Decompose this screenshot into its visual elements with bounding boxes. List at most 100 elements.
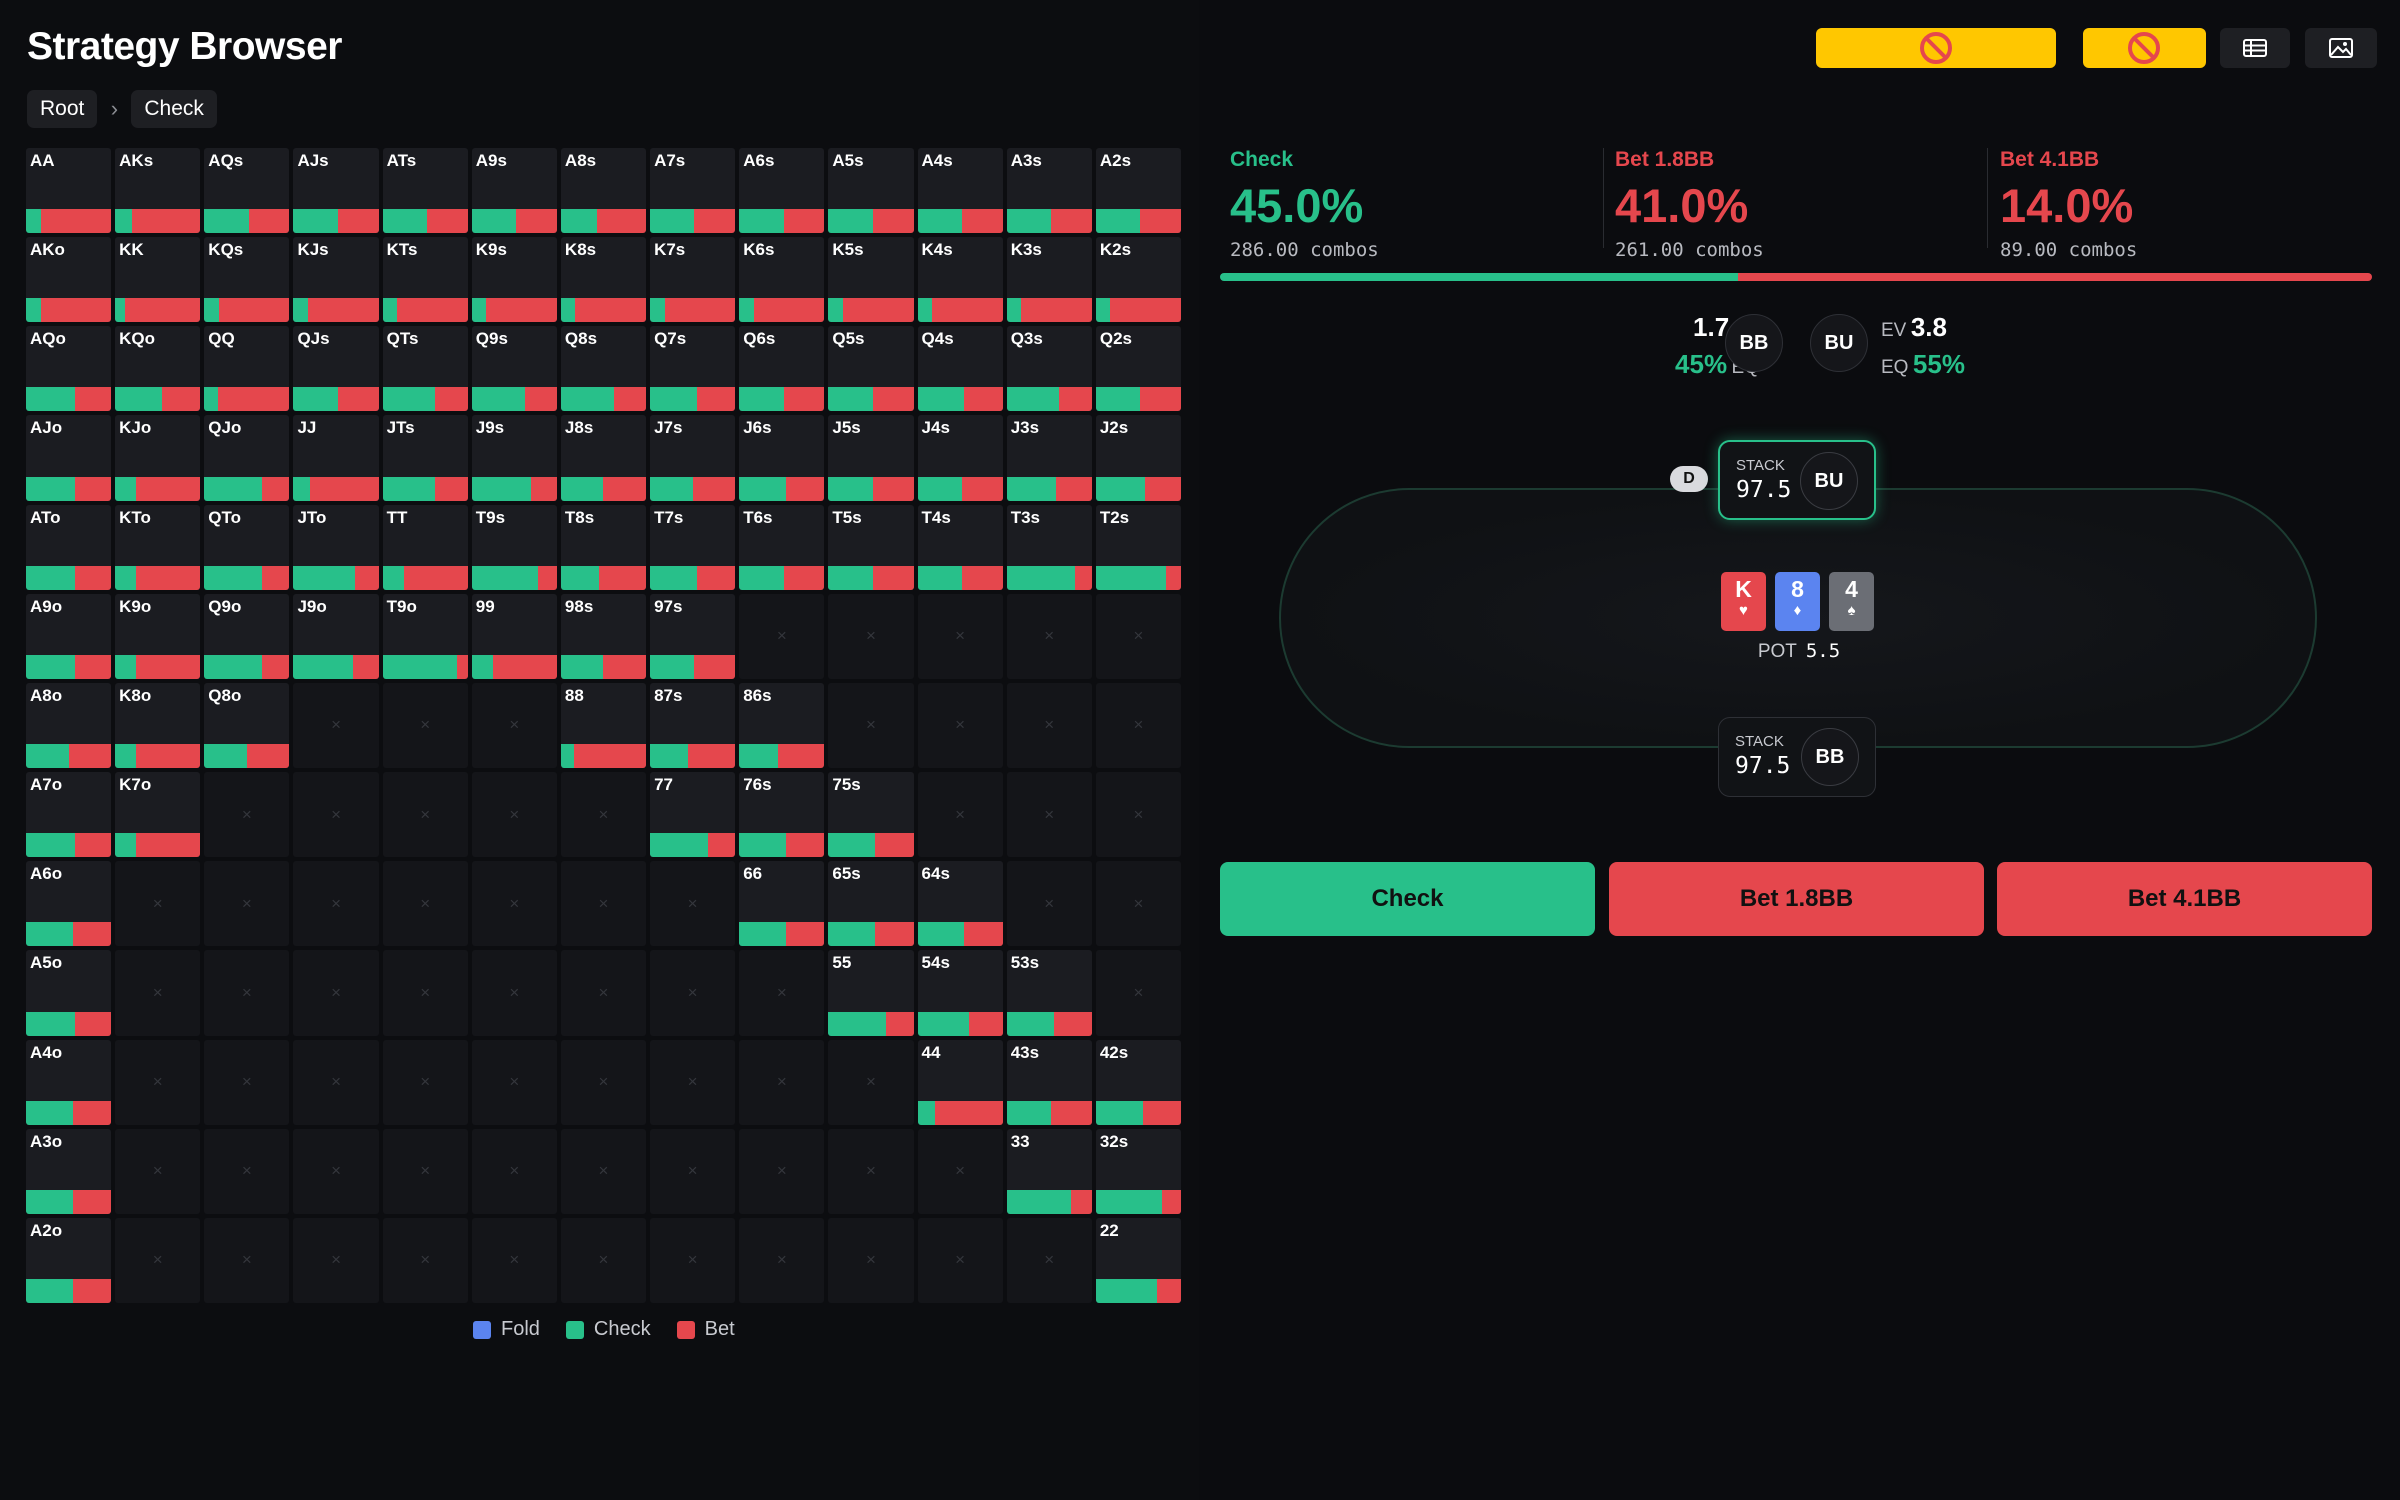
hand-cell-empty[interactable]: × <box>828 1128 914 1214</box>
hand-cell[interactable]: T4s <box>917 504 1003 590</box>
hand-cell[interactable]: Q9s <box>471 326 557 412</box>
hand-cell[interactable]: K9o <box>115 593 201 679</box>
hand-cell[interactable]: 55 <box>828 950 914 1036</box>
hand-cell-empty[interactable]: × <box>650 861 736 947</box>
hand-cell-empty[interactable]: × <box>560 772 647 858</box>
hand-cell-empty[interactable]: × <box>471 1217 557 1303</box>
hand-cell-empty[interactable]: × <box>560 1128 647 1214</box>
hand-cell[interactable]: J4s <box>917 415 1003 501</box>
hand-cell-empty[interactable]: × <box>471 861 557 947</box>
hand-cell[interactable]: A9o <box>26 593 112 679</box>
hand-cell-empty[interactable]: × <box>1006 1217 1092 1303</box>
bet-small-button[interactable]: Bet 1.8BB <box>1609 862 1984 936</box>
hand-cell[interactable]: 44 <box>917 1039 1003 1125</box>
hand-cell[interactable]: A4s <box>917 148 1003 234</box>
hand-cell[interactable]: KJo <box>115 415 201 501</box>
hand-cell-empty[interactable]: × <box>1006 861 1092 947</box>
hand-cell[interactable]: QJo <box>204 415 290 501</box>
hand-cell-empty[interactable]: × <box>739 593 825 679</box>
hand-cell[interactable]: Q5s <box>828 326 914 412</box>
hand-cell-empty[interactable]: × <box>115 861 201 947</box>
bet-large-button[interactable]: Bet 4.1BB <box>1997 862 2372 936</box>
hand-cell-empty[interactable]: × <box>560 1039 647 1125</box>
hand-cell-empty[interactable]: × <box>471 1039 557 1125</box>
hand-cell[interactable]: 99 <box>471 593 557 679</box>
hand-cell[interactable]: J3s <box>1006 415 1092 501</box>
hand-cell[interactable]: T6s <box>739 504 825 590</box>
hand-cell-empty[interactable]: × <box>1095 593 1181 679</box>
hand-cell[interactable]: KQo <box>115 326 201 412</box>
hand-cell[interactable]: KK <box>115 237 201 323</box>
hand-cell[interactable]: A8o <box>26 682 112 769</box>
hand-cell-empty[interactable]: × <box>204 950 290 1036</box>
hand-cell-empty[interactable]: × <box>115 1128 201 1214</box>
hand-cell[interactable]: 77 <box>650 772 736 858</box>
hand-cell[interactable]: J9s <box>471 415 557 501</box>
hand-cell-empty[interactable]: × <box>650 1217 736 1303</box>
hand-cell[interactable]: ATs <box>382 148 468 234</box>
warning-button-1[interactable] <box>1816 28 2056 68</box>
hand-cell[interactable]: K7o <box>115 772 201 858</box>
hand-cell[interactable]: Q2s <box>1095 326 1181 412</box>
hand-cell-empty[interactable]: × <box>1006 682 1092 769</box>
hand-cell[interactable]: TT <box>382 504 468 590</box>
hand-cell[interactable]: T8s <box>560 504 647 590</box>
hand-cell[interactable]: AKs <box>115 148 201 234</box>
hand-cell[interactable]: JJ <box>293 415 379 501</box>
hand-cell[interactable]: Q8s <box>560 326 647 412</box>
hand-cell[interactable]: 43s <box>1006 1039 1092 1125</box>
hand-cell[interactable]: 33 <box>1006 1128 1092 1214</box>
hand-cell[interactable]: AA <box>26 148 112 234</box>
hand-cell-empty[interactable]: × <box>382 1128 468 1214</box>
hand-cell[interactable]: 66 <box>739 861 825 947</box>
hand-cell-empty[interactable]: × <box>293 1039 379 1125</box>
hand-cell[interactable]: A4o <box>26 1039 112 1125</box>
hand-cell-empty[interactable]: × <box>739 1217 825 1303</box>
hand-cell[interactable]: 65s <box>828 861 914 947</box>
hand-cell-empty[interactable]: × <box>917 1128 1003 1214</box>
hand-cell-empty[interactable]: × <box>917 772 1003 858</box>
hand-cell[interactable]: A6o <box>26 861 112 947</box>
breadcrumb-root[interactable]: Root <box>27 90 98 128</box>
hand-cell[interactable]: K6s <box>739 237 825 323</box>
hand-cell[interactable]: 64s <box>917 861 1003 947</box>
hand-cell[interactable]: KTs <box>382 237 468 323</box>
hand-cell-empty[interactable]: × <box>1095 682 1181 769</box>
hand-cell[interactable]: K2s <box>1095 237 1181 323</box>
hand-cell[interactable]: K3s <box>1006 237 1092 323</box>
hand-cell[interactable]: A3o <box>26 1128 112 1214</box>
hand-cell[interactable]: T7s <box>650 504 736 590</box>
hand-cell[interactable]: 86s <box>739 682 825 769</box>
hand-cell[interactable]: 98s <box>560 593 647 679</box>
hand-cell-empty[interactable]: × <box>471 1128 557 1214</box>
hand-cell-empty[interactable]: × <box>1095 861 1181 947</box>
hand-cell-empty[interactable]: × <box>560 861 647 947</box>
hand-cell[interactable]: A2s <box>1095 148 1181 234</box>
hand-cell[interactable]: 54s <box>917 950 1003 1036</box>
hand-cell-empty[interactable]: × <box>828 1039 914 1125</box>
hand-cell[interactable]: J8s <box>560 415 647 501</box>
image-view-button[interactable] <box>2305 28 2377 68</box>
hand-cell-empty[interactable]: × <box>115 1039 201 1125</box>
hand-cell[interactable]: Q9o <box>204 593 290 679</box>
hand-cell-empty[interactable]: × <box>739 950 825 1036</box>
hand-cell-empty[interactable]: × <box>115 1217 201 1303</box>
hand-cell[interactable]: T9o <box>382 593 468 679</box>
hand-cell[interactable]: 75s <box>828 772 914 858</box>
hand-cell-empty[interactable]: × <box>650 950 736 1036</box>
hand-cell-empty[interactable]: × <box>471 682 557 769</box>
hand-cell[interactable]: A3s <box>1006 148 1092 234</box>
hand-cell-empty[interactable]: × <box>293 861 379 947</box>
hand-cell[interactable]: Q6s <box>739 326 825 412</box>
hand-cell[interactable]: A8s <box>560 148 647 234</box>
hand-cell[interactable]: AQo <box>26 326 112 412</box>
hand-cell[interactable]: Q3s <box>1006 326 1092 412</box>
table-view-button[interactable] <box>2220 28 2290 68</box>
hand-cell[interactable]: KJs <box>293 237 379 323</box>
hand-cell-empty[interactable]: × <box>204 772 290 858</box>
hand-cell[interactable]: T9s <box>471 504 557 590</box>
hand-cell-empty[interactable]: × <box>471 950 557 1036</box>
hand-cell-empty[interactable]: × <box>828 593 914 679</box>
hand-cell[interactable]: 53s <box>1006 950 1092 1036</box>
hand-cell[interactable]: AJs <box>293 148 379 234</box>
